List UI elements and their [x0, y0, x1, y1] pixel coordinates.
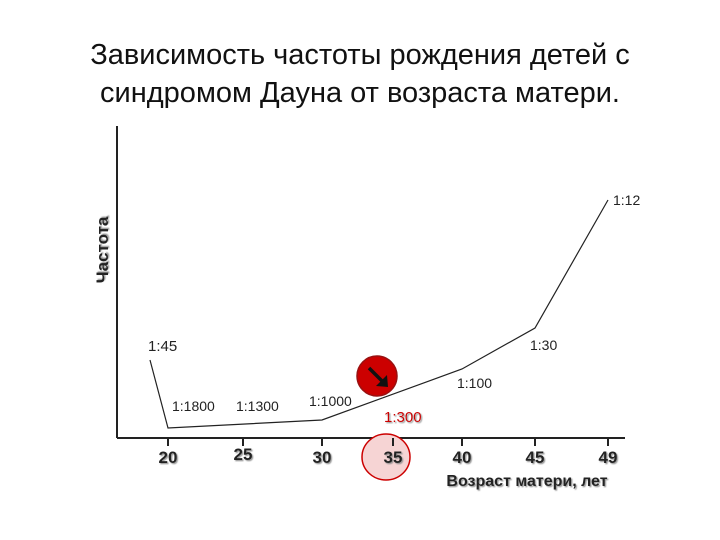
label-1-1300: 1:1300 — [236, 398, 279, 414]
label-1-45: 1:45 — [148, 338, 177, 355]
chart-title-line-1: Зависимость частоты рождения детей с — [90, 39, 630, 71]
x-tick-label-35: 35 — [384, 448, 403, 467]
highlight-marker — [356, 355, 398, 397]
chart-title-line-2: синдромом Дауна от возраста матери. — [100, 77, 620, 109]
label-1-12: 1:12 — [613, 192, 640, 208]
chart-title: Зависимость частоты рождения детей с син… — [0, 36, 720, 112]
x-tick-label-40: 40 — [453, 448, 472, 467]
x-tick-label-49: 49 — [599, 448, 618, 467]
x-axis-label: Возраст матери, лет — [446, 473, 607, 490]
label-1-1800: 1:1800 — [172, 398, 215, 414]
x-ticks-group — [167, 438, 609, 446]
label-1-30: 1:30 — [530, 337, 557, 353]
x-tick-labels-group: 20 25 30 35 40 45 49 — [159, 445, 618, 467]
label-1-300: 1:300 — [384, 409, 422, 426]
x-tick-label-20: 20 — [159, 448, 178, 467]
label-1-100: 1:100 — [457, 375, 492, 391]
data-series-line — [149, 199, 609, 429]
down-right-arrow-icon — [367, 366, 388, 387]
highlight-circle — [361, 433, 411, 481]
x-tick-label-30: 30 — [313, 448, 332, 467]
x-tick-label-45: 45 — [526, 448, 545, 467]
label-1-1000: 1:1000 — [309, 393, 352, 409]
y-axis-label: Частота — [93, 216, 112, 283]
x-tick-label-25: 25 — [234, 445, 253, 464]
